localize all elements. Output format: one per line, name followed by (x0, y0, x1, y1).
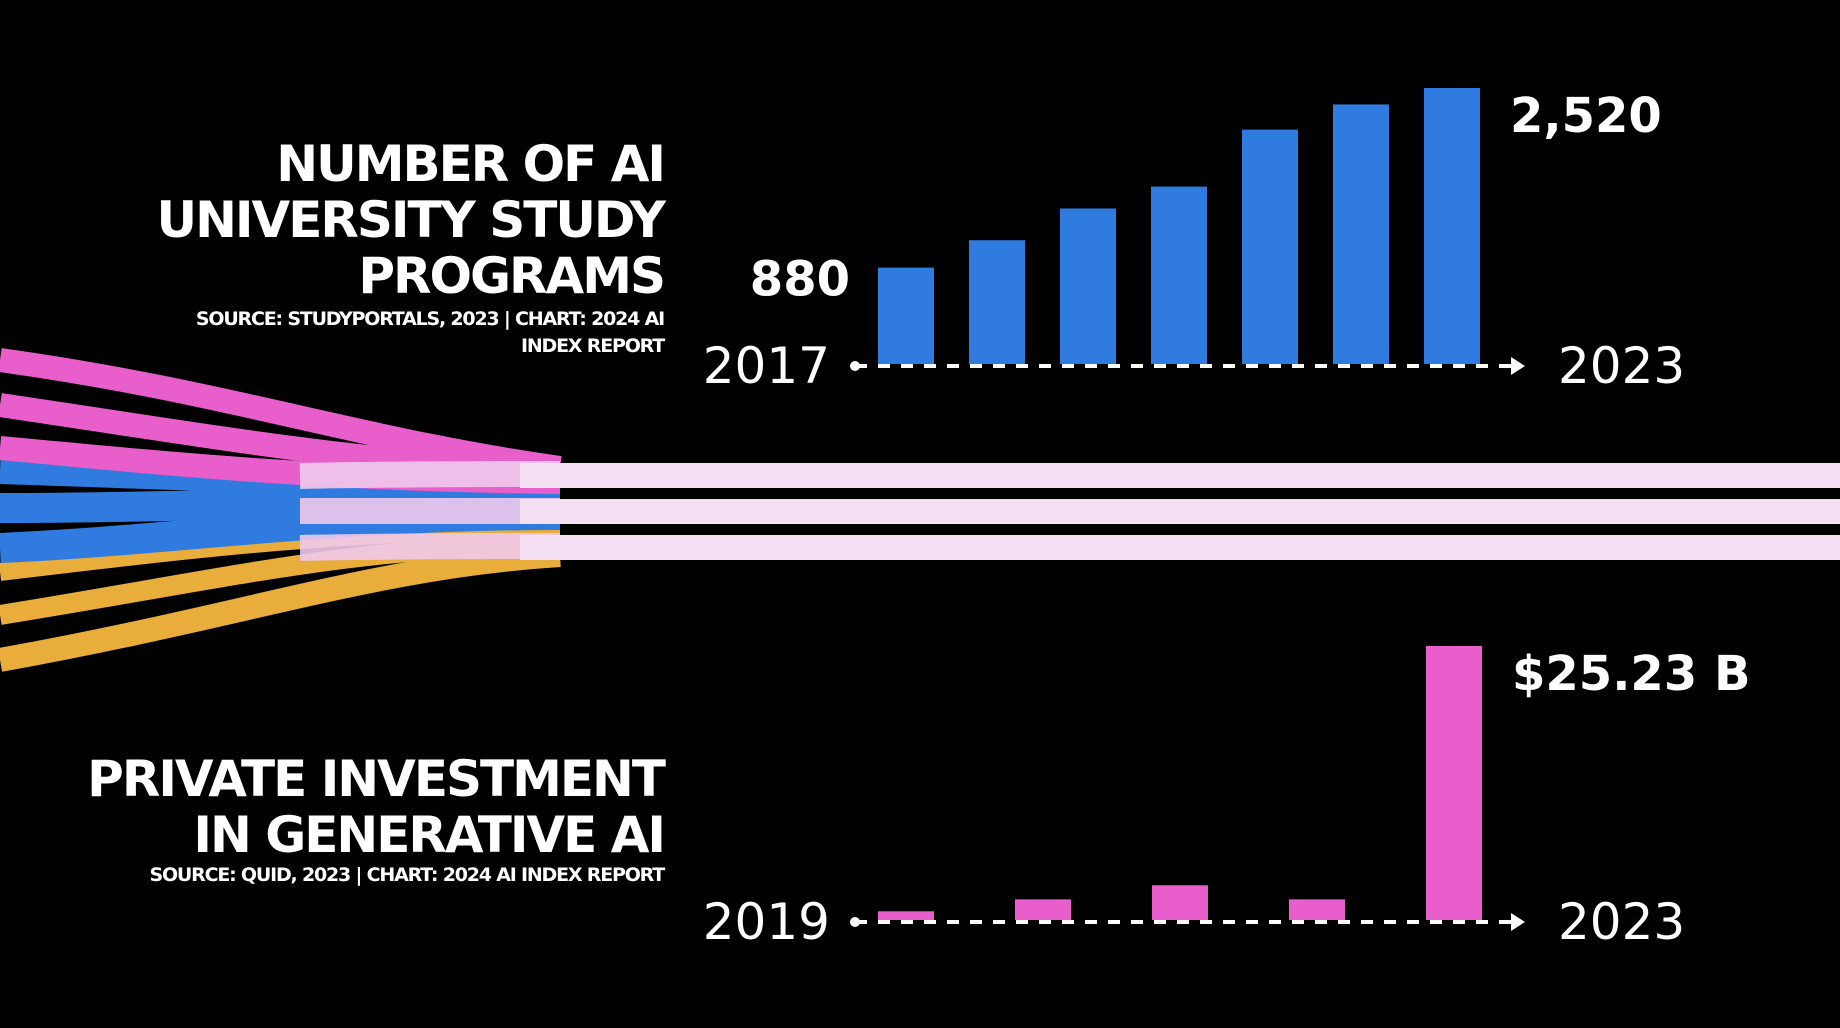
last-value-label: $25.23 B (1512, 646, 1751, 702)
last-value-label: 2,520 (1510, 88, 1662, 144)
chart-title-genai-investment: PRIVATE INVESTMENT IN GENERATIVE AI (87, 750, 666, 864)
bar-2019 (1060, 208, 1116, 364)
title-line: UNIVERSITY STUDY (156, 191, 666, 249)
axis-start-label: 2017 (703, 337, 830, 395)
axis-arrowhead (1511, 357, 1525, 375)
first-value-label: 880 (750, 252, 850, 308)
ribbon-gold-1 (0, 543, 561, 672)
title-line: NUMBER OF AI (276, 135, 666, 193)
axis-end-label: 2023 (1558, 337, 1685, 395)
bar-2018 (969, 240, 1025, 364)
bar-2020 (1015, 899, 1071, 920)
bar-2022 (1333, 104, 1389, 364)
bar-2022 (1289, 899, 1345, 920)
bar-2021 (1152, 885, 1208, 920)
ribbon-pink-3 (0, 348, 562, 480)
axis-end-label: 2023 (1558, 893, 1685, 951)
axis-start-label: 2019 (703, 893, 830, 951)
bar-2023 (1424, 88, 1480, 364)
title-line: PROGRAMS (358, 247, 666, 305)
bar-2023 (1426, 646, 1482, 920)
stripe-1 (520, 463, 1840, 488)
title-line: PRIVATE INVESTMENT (87, 750, 666, 808)
chart-title-ai-programs: NUMBER OF AI UNIVERSITY STUDY PROGRAMS (156, 135, 666, 305)
bar-2020 (1151, 186, 1207, 364)
stripe-3 (520, 535, 1840, 560)
title-line: IN GENERATIVE AI (193, 806, 666, 864)
bar-2017 (878, 267, 934, 364)
axis-start-dot (850, 917, 860, 927)
axis-arrowhead (1511, 913, 1525, 931)
bar-2019 (878, 911, 934, 920)
source-note-genai-investment: SOURCE: QUID, 2023 | CHART: 2024 AI INDE… (149, 864, 666, 886)
stripe-2 (520, 499, 1840, 524)
source-note-ai-programs: SOURCE: STUDYPORTALS, 2023 | CHART: 2024… (195, 308, 665, 357)
axis-start-dot (850, 361, 860, 371)
bar-2021 (1242, 129, 1298, 364)
